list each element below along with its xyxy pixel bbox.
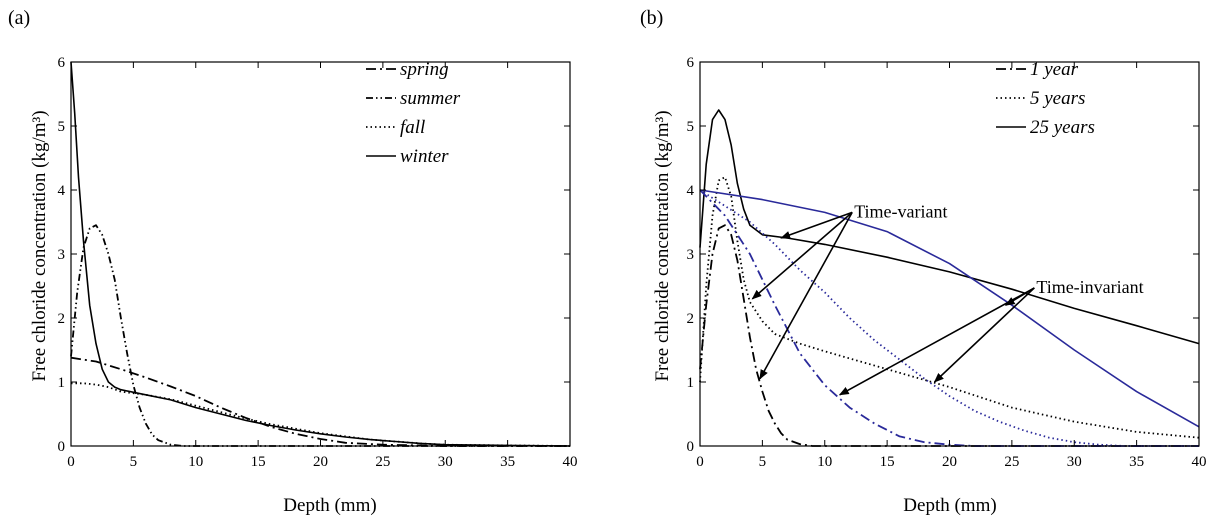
panel-b-legend-label: 25 years [1030, 117, 1095, 138]
panel-b-series-line-1-year [699, 224, 1199, 447]
panel-a-x-tick-label: 10 [188, 454, 203, 470]
panel-b-series-line-5-years [699, 176, 1200, 439]
panel-a-y-tick-label: 1 [58, 375, 66, 391]
panel-a-legend-label: spring [400, 59, 449, 80]
annotation-arrow [780, 211, 853, 239]
panel-a-series-line-spring [70, 356, 570, 447]
panel-b-series-line-reference-5 [699, 189, 1200, 428]
panel-b-x-tick-label: 40 [1192, 454, 1207, 470]
panel-a-y-axis-title: Free chloride concentration (kg/m³) [29, 110, 50, 381]
panel-b-annotations: Time-variant Time-invariant [751, 201, 1144, 396]
panel-b-legend-label: 1 year [1030, 59, 1079, 80]
panel-a-x-tick-label: 5 [130, 454, 138, 470]
panel-b-y-tick-label: 3 [687, 247, 695, 263]
panel-b-series-line-reference-4 [699, 189, 1199, 447]
panel-b-x-tick-label: 25 [1004, 454, 1019, 470]
panel-a: (a) 0 5 10 15 20 25 30 35 40 0 1 2 3 4 5 6 Depth (mm) F… [8, 7, 578, 516]
panel-b-x-tick-label: 35 [1129, 454, 1144, 470]
panel-a-plot-frame [70, 61, 571, 447]
panel-b-x-tick-label: 5 [759, 454, 767, 470]
panel-b-y-tick-label: 5 [687, 119, 695, 135]
panel-a-x-axis-title: Depth (mm) [283, 495, 376, 516]
panel-b-x-tick-label: 0 [696, 454, 704, 470]
annotation-arrow [751, 211, 853, 300]
annotation-arrow [759, 212, 853, 380]
annotation-label: Time-variant [854, 201, 947, 221]
panel-a-y-tick-label: 2 [58, 311, 66, 327]
panel-b-x-axis-title: Depth (mm) [903, 495, 996, 516]
panel-b-y-axis-title: Free chloride concentration (kg/m³) [652, 110, 673, 381]
panel-a-y-tick-label: 3 [58, 247, 66, 263]
panel-a-legend-label: summer [400, 88, 461, 109]
panel-b-legend-label: 5 years [1030, 88, 1085, 109]
panel-b-label: (b) [640, 7, 663, 29]
panel-a-x-tick-label: 20 [313, 454, 328, 470]
panel-a-ticks: 0 5 10 15 20 25 30 35 40 0 1 2 3 4 5 6 [58, 55, 578, 470]
panel-b-y-tick-label: 0 [687, 439, 695, 455]
panel-b-y-tick-label: 2 [687, 311, 695, 327]
panel-b-series-line-reference-3 [699, 189, 1199, 447]
panel-b-y-tick-label: 6 [687, 55, 695, 71]
panel-b-plot-frame [699, 61, 1200, 447]
annotation-arrow [933, 287, 1035, 383]
panel-a-series [70, 61, 571, 447]
panel-b-y-tick-label: 4 [687, 183, 695, 199]
panel-a-y-tick-label: 6 [58, 55, 66, 71]
panel-b-x-tick-label: 20 [942, 454, 957, 470]
panel-a-x-tick-label: 15 [251, 454, 266, 470]
panel-b-ticks: 0 5 10 15 20 25 30 35 40 0 1 2 3 4 5 6 [687, 55, 1207, 470]
panel-a-x-tick-label: 35 [500, 454, 515, 470]
panel-a-y-tick-label: 5 [58, 119, 66, 135]
panel-a-x-tick-label: 30 [438, 454, 453, 470]
annotation-arrow [838, 287, 1035, 396]
panel-b-x-tick-label: 30 [1067, 454, 1082, 470]
panel-a-x-tick-label: 0 [67, 454, 75, 470]
panel-b-legend: 1 year 5 years 25 years [996, 59, 1095, 138]
panel-b: (b) 0 5 10 15 20 25 30 35 40 0 1 2 3 4 5 6 Depth (mm) F… [640, 7, 1207, 516]
panel-a-y-tick-label: 4 [58, 183, 66, 199]
annotation-label: Time-invariant [1036, 277, 1143, 297]
panel-b-y-tick-label: 1 [687, 375, 695, 391]
panel-a-series-line-summer [70, 224, 570, 447]
panel-a-legend-label: winter [400, 146, 449, 167]
panel-a-legend: spring summer fall winter [366, 59, 461, 167]
panel-a-series-line-fall [71, 382, 571, 447]
panel-a-y-tick-label: 0 [58, 439, 66, 455]
panel-b-series-line-25-years [699, 109, 1200, 345]
panel-b-x-tick-label: 10 [817, 454, 832, 470]
panel-a-series-line-winter [70, 61, 571, 447]
panel-a-legend-label: fall [400, 117, 425, 138]
panel-b-x-tick-label: 15 [880, 454, 895, 470]
panel-a-x-tick-label: 25 [375, 454, 390, 470]
panel-a-x-tick-label: 40 [563, 454, 578, 470]
panel-a-label: (a) [8, 7, 30, 29]
